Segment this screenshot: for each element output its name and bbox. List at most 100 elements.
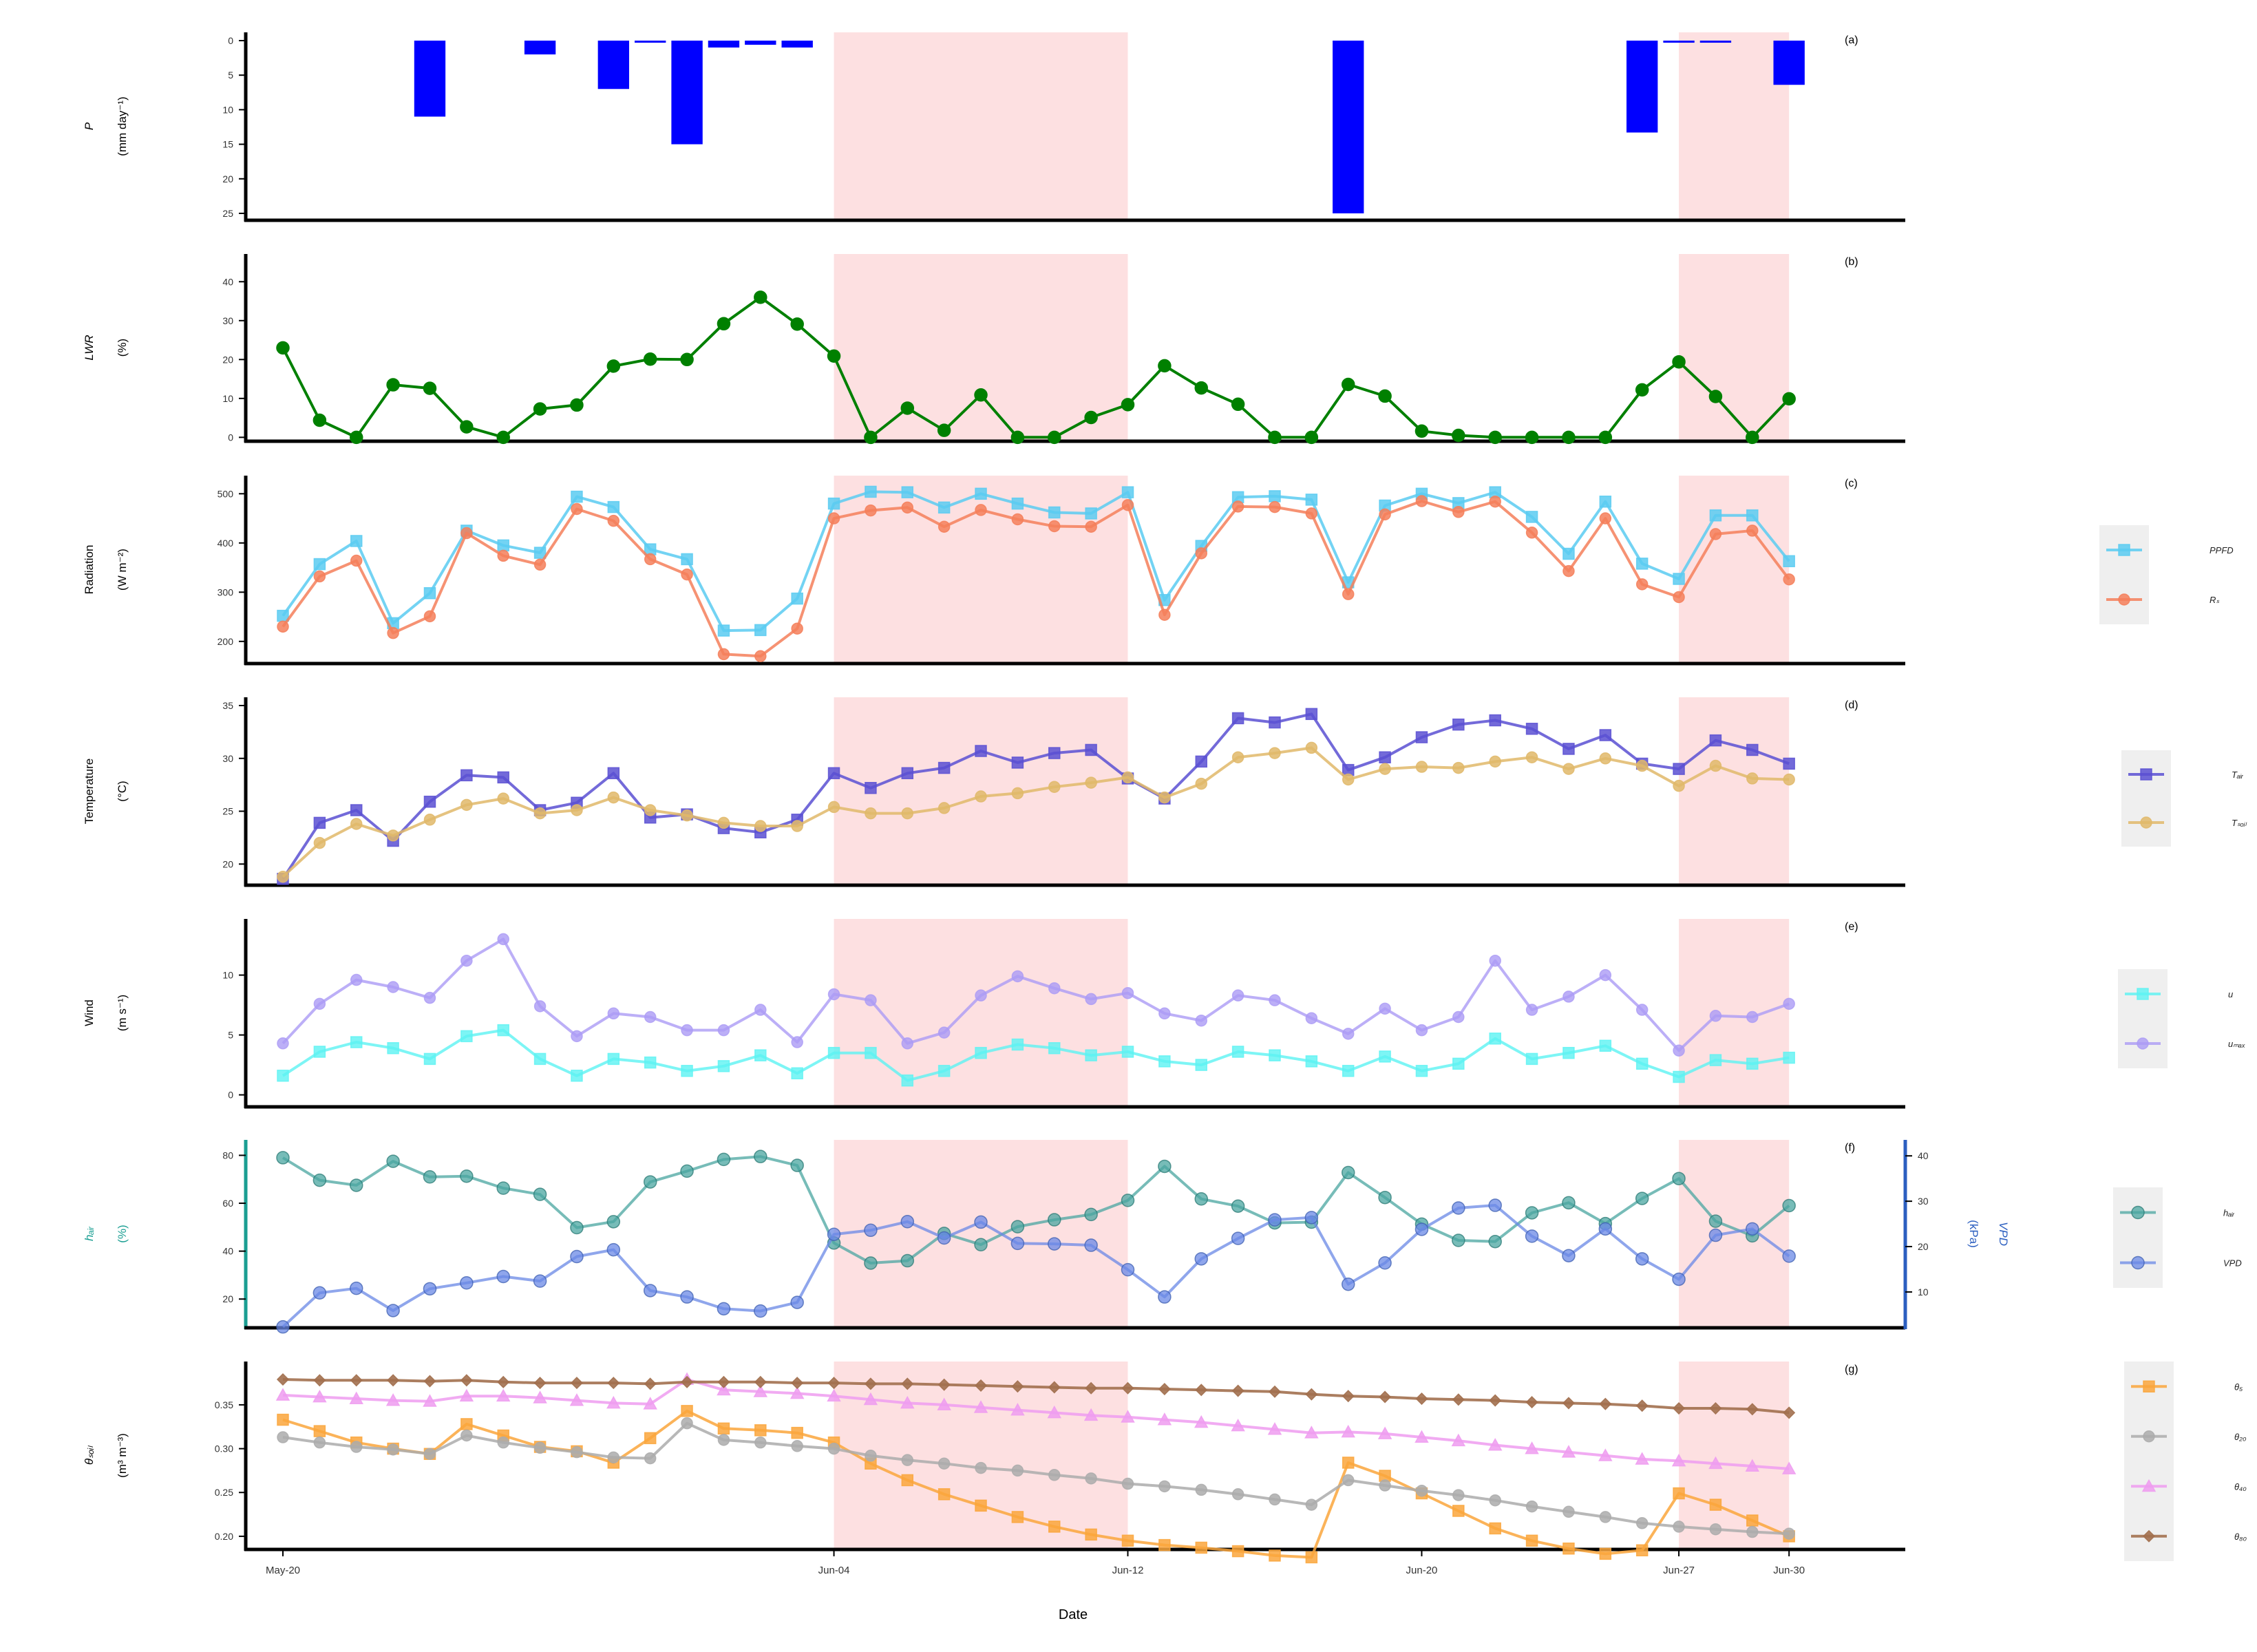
data-point xyxy=(1709,1401,1722,1415)
data-point xyxy=(1599,968,1612,982)
data-point xyxy=(901,767,914,780)
data-point xyxy=(387,1443,399,1456)
data-point xyxy=(975,1499,987,1512)
data-point xyxy=(1121,1046,1134,1058)
data-point xyxy=(865,504,877,517)
data-point xyxy=(1562,1397,1576,1410)
data-point xyxy=(1194,1415,1209,1428)
data-point xyxy=(791,592,803,605)
y-axis-title: Radiation xyxy=(83,545,96,595)
data-point xyxy=(901,1454,914,1466)
y-axis-title: Temperature xyxy=(83,759,96,824)
legend-swatch-marker xyxy=(2137,1037,2149,1050)
data-point xyxy=(1673,1521,1685,1533)
panel-tag: (g) xyxy=(1845,1364,1858,1375)
data-point xyxy=(386,378,400,392)
data-point xyxy=(1489,1032,1501,1045)
data-point xyxy=(571,490,583,503)
x-tick-label: Jun-20 xyxy=(1406,1565,1438,1576)
data-point xyxy=(1268,1385,1282,1398)
data-point xyxy=(497,539,509,552)
data-point xyxy=(791,1426,803,1439)
data-point xyxy=(1782,1198,1796,1213)
data-point xyxy=(717,1422,730,1435)
data-point xyxy=(1011,497,1024,510)
plot-root: 0 5 10 15 20 25 P (mm day⁻¹) (a) 0 10 20 30 40 LWR (%) (… xyxy=(83,32,2247,1576)
data-point xyxy=(607,791,620,804)
data-point xyxy=(975,487,987,500)
data-point xyxy=(1452,428,1465,443)
data-point xyxy=(1378,389,1392,403)
data-point xyxy=(1451,1433,1466,1447)
data-point xyxy=(754,1150,767,1163)
data-point xyxy=(1194,381,1208,395)
data-point xyxy=(423,795,436,808)
data-point xyxy=(1599,1511,1612,1523)
data-point xyxy=(1635,1192,1649,1205)
data-point xyxy=(496,1269,510,1284)
data-point xyxy=(937,1026,951,1039)
precip-bar xyxy=(1773,41,1805,85)
data-point xyxy=(1158,1538,1171,1552)
data-point xyxy=(460,798,473,812)
data-point xyxy=(791,820,803,832)
data-point xyxy=(1745,1459,1760,1472)
data-point xyxy=(1709,759,1722,772)
y-tick-label: 5 xyxy=(228,1030,233,1041)
data-point xyxy=(1341,1165,1355,1180)
data-point xyxy=(1121,1262,1135,1277)
data-point xyxy=(277,1070,289,1082)
data-point xyxy=(497,771,509,784)
data-point xyxy=(1487,1437,1503,1451)
data-point xyxy=(497,1024,509,1037)
data-point xyxy=(864,1223,878,1238)
data-point xyxy=(1489,714,1501,727)
data-point xyxy=(1048,1041,1061,1055)
legend-swatch-marker xyxy=(2118,544,2130,556)
y-tick-label: 40 xyxy=(222,1246,233,1257)
data-point xyxy=(717,1302,731,1316)
data-point xyxy=(1121,1534,1134,1547)
panel-a: 0 5 10 15 20 25 P (mm day⁻¹) (a) xyxy=(83,32,1905,222)
data-point xyxy=(643,352,657,366)
data-point xyxy=(1048,1237,1061,1251)
data-point xyxy=(1525,1500,1538,1513)
data-point xyxy=(1635,1057,1649,1070)
precip-bar xyxy=(671,41,703,145)
data-point xyxy=(1452,1505,1465,1517)
data-point xyxy=(1158,608,1171,621)
data-point xyxy=(1158,1159,1172,1174)
data-point xyxy=(975,1046,987,1059)
data-point xyxy=(937,1231,951,1245)
data-point xyxy=(717,648,730,661)
data-point xyxy=(1305,1055,1318,1068)
data-point xyxy=(607,1451,620,1464)
data-point xyxy=(1525,1004,1538,1016)
data-point xyxy=(1709,1523,1722,1536)
data-point xyxy=(717,1434,730,1446)
data-point xyxy=(313,836,326,849)
data-point xyxy=(496,1181,510,1195)
data-point xyxy=(1599,495,1612,508)
legend: u uₘₐₓ xyxy=(2118,969,2245,1068)
data-point xyxy=(1746,509,1759,522)
y-tick-label: 0.35 xyxy=(215,1399,233,1410)
y-axis-title: Wind xyxy=(83,999,96,1026)
data-point xyxy=(1011,756,1024,769)
data-point xyxy=(937,1457,951,1470)
data-point xyxy=(1525,1534,1538,1547)
data-point xyxy=(1673,1044,1685,1057)
data-point xyxy=(1158,1382,1171,1396)
data-point xyxy=(827,349,841,363)
data-point xyxy=(1085,776,1097,789)
data-point xyxy=(1415,1484,1428,1497)
legend-swatch-marker xyxy=(2140,816,2152,829)
data-point xyxy=(901,1377,914,1390)
series-line xyxy=(282,1378,1790,1415)
data-point xyxy=(1084,410,1098,425)
data-point xyxy=(1452,1010,1465,1024)
data-point xyxy=(1010,1403,1025,1416)
y-tick-label: 25 xyxy=(222,806,233,817)
x-tick-label: Jun-04 xyxy=(818,1565,850,1576)
data-point xyxy=(1121,1410,1135,1423)
